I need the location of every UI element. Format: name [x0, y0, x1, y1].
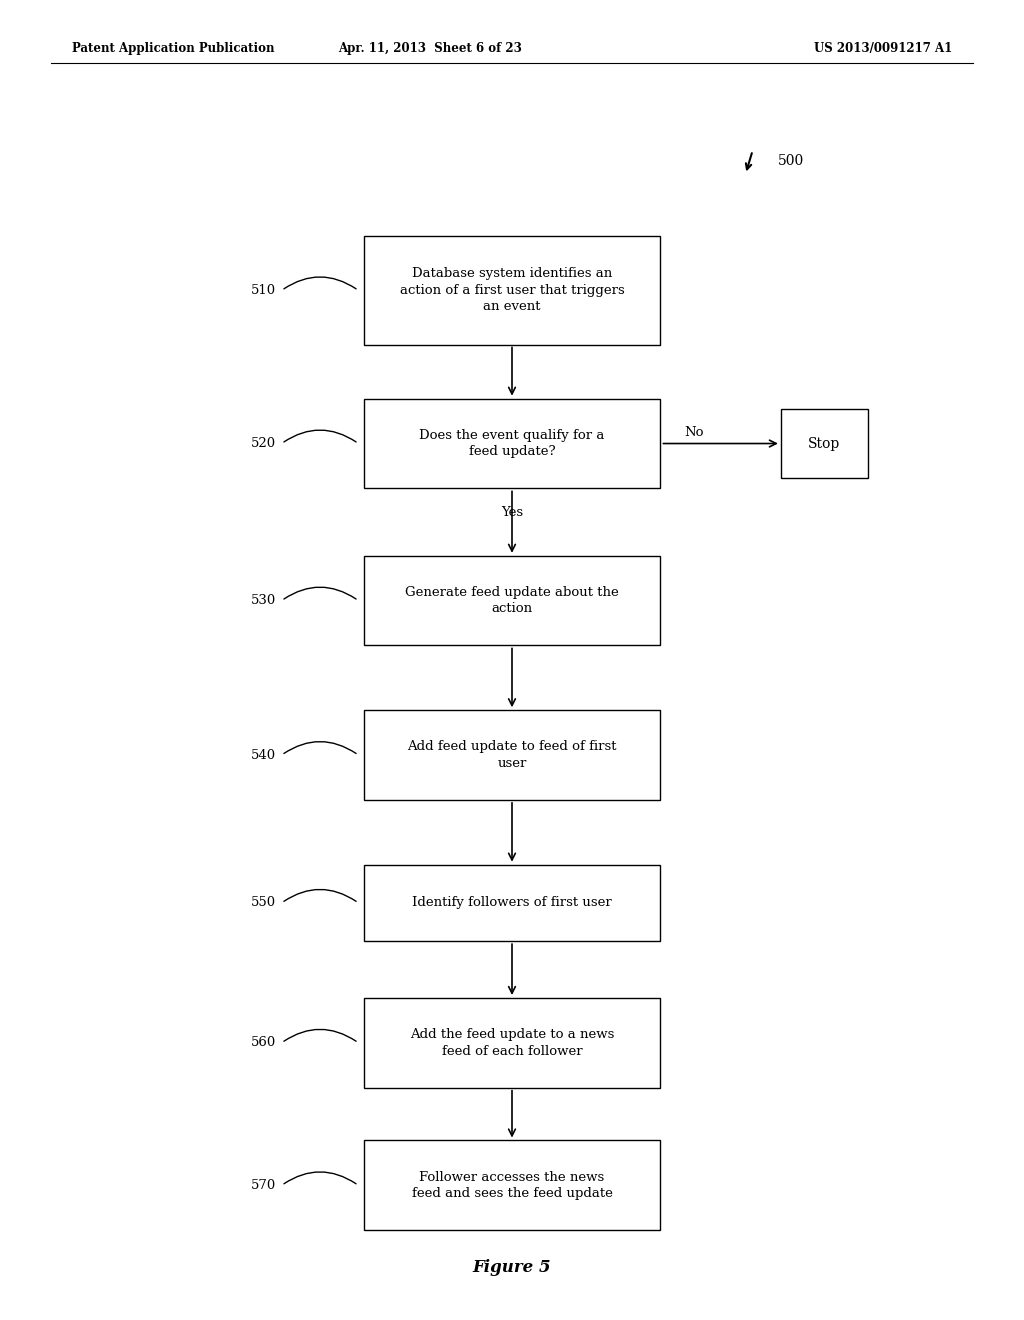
Text: Add feed update to feed of first
user: Add feed update to feed of first user [408, 741, 616, 770]
FancyBboxPatch shape [364, 1140, 660, 1230]
Text: US 2013/0091217 A1: US 2013/0091217 A1 [814, 42, 952, 55]
Text: Identify followers of first user: Identify followers of first user [412, 896, 612, 909]
FancyBboxPatch shape [364, 556, 660, 645]
Text: Generate feed update about the
action: Generate feed update about the action [406, 586, 618, 615]
FancyArrowPatch shape [284, 277, 356, 289]
Text: 510: 510 [251, 284, 276, 297]
Text: Database system identifies an
action of a first user that triggers
an event: Database system identifies an action of … [399, 268, 625, 313]
FancyArrowPatch shape [284, 587, 356, 599]
FancyBboxPatch shape [364, 236, 660, 345]
Text: 520: 520 [251, 437, 276, 450]
Text: Stop: Stop [808, 437, 841, 450]
FancyArrowPatch shape [284, 890, 356, 902]
Text: Patent Application Publication: Patent Application Publication [72, 42, 274, 55]
FancyArrowPatch shape [284, 1172, 356, 1184]
Text: Does the event qualify for a
feed update?: Does the event qualify for a feed update… [419, 429, 605, 458]
Text: Figure 5: Figure 5 [473, 1259, 551, 1275]
FancyBboxPatch shape [364, 399, 660, 488]
Text: No: No [684, 426, 703, 440]
Text: 530: 530 [251, 594, 276, 607]
Text: 570: 570 [251, 1179, 276, 1192]
FancyBboxPatch shape [781, 409, 868, 478]
FancyBboxPatch shape [364, 865, 660, 941]
Text: 560: 560 [251, 1036, 276, 1049]
FancyArrowPatch shape [284, 742, 356, 754]
Text: 500: 500 [778, 154, 805, 168]
Text: 550: 550 [251, 896, 276, 909]
Text: Apr. 11, 2013  Sheet 6 of 23: Apr. 11, 2013 Sheet 6 of 23 [338, 42, 522, 55]
FancyArrowPatch shape [284, 1030, 356, 1041]
FancyArrowPatch shape [284, 430, 356, 442]
Text: Yes: Yes [501, 506, 523, 519]
FancyBboxPatch shape [364, 998, 660, 1088]
Text: 540: 540 [251, 748, 276, 762]
Text: Add the feed update to a news
feed of each follower: Add the feed update to a news feed of ea… [410, 1028, 614, 1057]
Text: Follower accesses the news
feed and sees the feed update: Follower accesses the news feed and sees… [412, 1171, 612, 1200]
FancyBboxPatch shape [364, 710, 660, 800]
